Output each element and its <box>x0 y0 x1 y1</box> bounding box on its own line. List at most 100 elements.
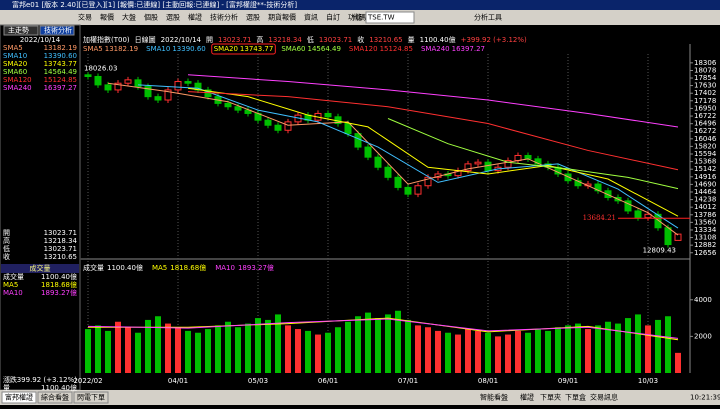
candle-body <box>264 119 272 126</box>
volume-bar <box>335 327 341 373</box>
candle-body <box>274 124 282 131</box>
menu-item[interactable]: 資訊 <box>304 13 318 22</box>
volume-bar <box>595 325 601 373</box>
tab[interactable] <box>3 25 39 36</box>
menu-item[interactable]: 交易 <box>78 13 92 22</box>
candle-body <box>634 210 642 219</box>
status-item[interactable]: 交易訊息 <box>590 393 618 402</box>
x-tick-label: 06/01 <box>318 377 338 385</box>
menu-item[interactable]: 期貨報價 <box>268 13 296 22</box>
volume-bar <box>655 319 661 373</box>
tab[interactable] <box>39 25 75 36</box>
menu-item[interactable]: 功能 <box>348 13 362 22</box>
candle-body <box>574 180 582 187</box>
vol-ma-line <box>88 317 679 341</box>
menu-item[interactable]: 報價 <box>100 13 114 22</box>
vol-key: 成交量 <box>3 272 24 281</box>
x-tick-label: 07/01 <box>398 377 418 385</box>
candle-body <box>414 185 422 195</box>
candle-body <box>464 163 472 172</box>
change-value: 399.92 (+3.12%) <box>17 376 78 384</box>
volume-bar <box>425 327 431 373</box>
candle-body <box>374 156 382 168</box>
ma-line <box>107 82 679 236</box>
volume-bar <box>325 332 331 373</box>
menu-item[interactable]: 權證 <box>188 13 202 22</box>
chart-header: 13023.71 <box>218 36 251 44</box>
candle-body <box>244 109 252 114</box>
vol-key: MA10 <box>3 289 23 297</box>
chart-header: 低 <box>307 35 314 44</box>
legend-name: SMA240 <box>421 45 450 53</box>
chart-header: 13023.71 <box>319 36 352 44</box>
y-tick-label: 16272 <box>694 127 716 135</box>
y-tick-label: 16722 <box>694 112 716 120</box>
volume-bar <box>515 330 521 373</box>
vol-legend: 1100.40億 <box>107 263 143 272</box>
y-tick-label: 16496 <box>694 120 717 128</box>
ma-name: SMA120 <box>3 76 32 84</box>
ohlc-key: 低 <box>3 244 10 253</box>
candle-body <box>134 79 142 88</box>
y-tick-label: 15820 <box>694 142 716 150</box>
volume-bar <box>155 316 161 373</box>
candle-body <box>674 233 682 241</box>
bottom-tab[interactable] <box>1 391 37 404</box>
code-box[interactable] <box>365 11 415 24</box>
menu-item[interactable]: 自訂 <box>326 13 340 22</box>
tools[interactable]: 分析工具 <box>474 13 502 22</box>
candle-body <box>594 183 602 192</box>
ohlc-key: 收 <box>3 252 10 261</box>
candle-body <box>474 161 482 165</box>
volume-bar <box>285 325 291 373</box>
menu-item[interactable]: 大盤 <box>122 13 136 22</box>
y-tick-label: 17178 <box>694 97 716 105</box>
vol-value: 1893.27億 <box>41 288 77 297</box>
chart-header: 1100.40億 <box>420 35 456 44</box>
candle-body <box>104 84 112 91</box>
bottom-tab-label: 閃電下單 <box>77 394 105 402</box>
ma-value: 16397.27 <box>44 84 77 92</box>
bottom-tab-label: 富邦權證 <box>5 393 33 402</box>
status-item[interactable]: 權證 <box>520 393 534 402</box>
bottom-tab[interactable] <box>37 391 73 404</box>
status-item[interactable]: 下單盒 <box>565 393 586 402</box>
volume-bar <box>645 325 651 373</box>
volume-bar <box>315 334 321 373</box>
y-tick-label: 15594 <box>694 150 717 158</box>
candle-body <box>604 190 612 198</box>
candle-body <box>384 166 392 178</box>
candle-body <box>174 81 182 91</box>
bottom-tab[interactable] <box>73 391 109 404</box>
menu-item[interactable]: 選股 <box>246 13 260 22</box>
volume-bar <box>115 321 121 373</box>
volume-bar <box>385 314 391 373</box>
price-marker-label: 13684.21 <box>583 214 616 222</box>
status-item[interactable]: 智能看盤 <box>480 393 508 402</box>
y-tick-label: 16950 <box>694 104 716 112</box>
vol-head <box>1 264 79 273</box>
tab-label: 技術分析 <box>44 26 72 35</box>
menu-item[interactable]: 選股 <box>166 13 180 22</box>
candle-body <box>404 186 412 195</box>
chart-header: 加權指數(T00) <box>83 35 130 44</box>
volume-bar <box>625 318 631 373</box>
volume-bar <box>585 329 591 373</box>
volume-bar <box>105 330 111 373</box>
ma-line <box>187 74 679 128</box>
candle-body <box>394 176 402 188</box>
volume-bar <box>185 330 191 373</box>
ohlc-value: 13218.34 <box>44 237 78 245</box>
ma-name: SMA10 <box>3 52 27 60</box>
tab-label: 主走勢 <box>8 26 29 35</box>
candle-body <box>184 81 192 84</box>
status-item[interactable]: 下單夾 <box>540 394 561 402</box>
y-tick-label: 15142 <box>694 165 716 173</box>
y-tick-label: 13108 <box>694 234 716 242</box>
volume-bar <box>535 329 541 373</box>
menu-item[interactable]: 技術分析 <box>210 13 238 22</box>
volume-bar <box>205 329 211 373</box>
menu-item[interactable]: 個股 <box>144 13 158 22</box>
code-input: TSE.TW <box>367 14 395 22</box>
candle-body <box>364 146 372 158</box>
